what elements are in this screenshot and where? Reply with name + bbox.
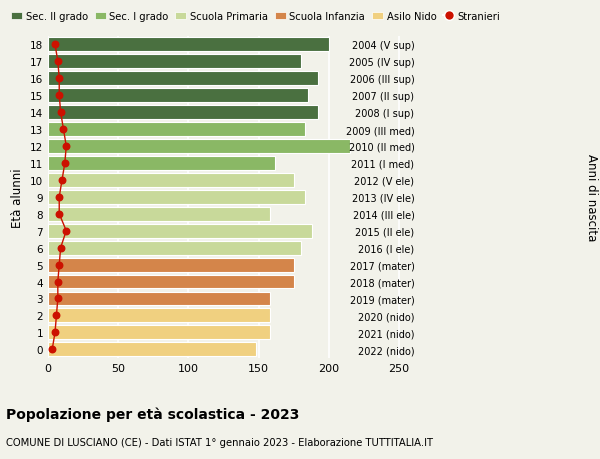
Bar — [48, 123, 305, 137]
Point — [60, 160, 70, 167]
Point — [52, 312, 61, 319]
Bar — [48, 241, 301, 255]
Bar — [48, 140, 350, 154]
Bar — [48, 326, 270, 340]
Point — [61, 228, 71, 235]
Point — [53, 58, 62, 66]
Text: Anni di nascita: Anni di nascita — [584, 154, 598, 241]
Point — [55, 261, 64, 269]
Point — [59, 126, 68, 134]
Point — [50, 329, 60, 336]
Point — [55, 92, 64, 100]
Bar — [48, 89, 308, 103]
Point — [61, 143, 71, 150]
Point — [53, 295, 62, 302]
Y-axis label: Età alunni: Età alunni — [11, 168, 25, 227]
Bar — [48, 157, 275, 170]
Point — [56, 109, 65, 117]
Legend: Sec. II grado, Sec. I grado, Scuola Primaria, Scuola Infanzia, Asilo Nido, Stran: Sec. II grado, Sec. I grado, Scuola Prim… — [11, 12, 500, 22]
Bar — [48, 174, 293, 187]
Bar — [48, 309, 270, 323]
Bar — [48, 342, 256, 357]
Point — [55, 75, 64, 83]
Point — [50, 41, 60, 49]
Bar — [48, 207, 270, 221]
Point — [56, 245, 65, 252]
Bar — [48, 72, 317, 86]
Text: COMUNE DI LUSCIANO (CE) - Dati ISTAT 1° gennaio 2023 - Elaborazione TUTTITALIA.I: COMUNE DI LUSCIANO (CE) - Dati ISTAT 1° … — [6, 437, 433, 447]
Bar — [48, 224, 312, 238]
Bar — [48, 106, 317, 120]
Bar — [48, 38, 329, 52]
Bar — [48, 55, 301, 69]
Point — [53, 278, 62, 285]
Bar — [48, 258, 293, 272]
Point — [55, 194, 64, 201]
Point — [55, 211, 64, 218]
Bar — [48, 190, 305, 204]
Point — [57, 177, 67, 184]
Text: Popolazione per età scolastica - 2023: Popolazione per età scolastica - 2023 — [6, 406, 299, 421]
Bar — [48, 292, 270, 306]
Point — [47, 346, 57, 353]
Bar — [48, 275, 293, 289]
